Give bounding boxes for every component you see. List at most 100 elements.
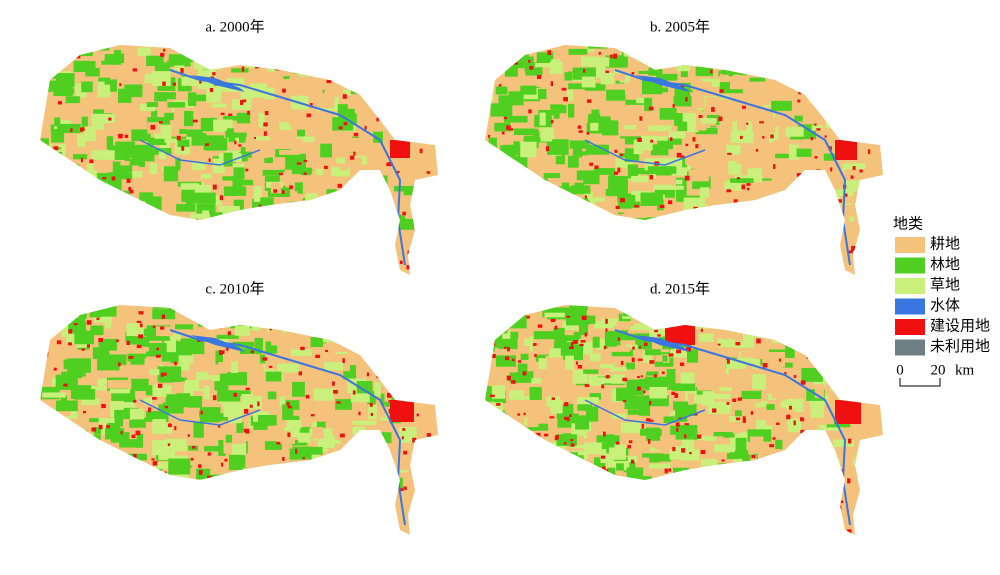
built-patch: [268, 365, 273, 368]
patch: [348, 186, 363, 195]
built-patch: [641, 423, 644, 429]
built-patch: [554, 510, 558, 516]
patch: [572, 455, 584, 471]
patch: [623, 125, 637, 130]
built-patch: [342, 260, 347, 266]
built-patch: [637, 376, 640, 379]
built-patch: [298, 371, 303, 376]
built-patch: [719, 89, 724, 93]
built-patch: [338, 126, 343, 130]
patch: [312, 347, 322, 358]
patch: [326, 454, 337, 467]
patch: [203, 135, 225, 151]
built-patch: [324, 165, 328, 170]
built-patch: [353, 132, 359, 137]
patch: [521, 313, 545, 320]
patch: [85, 447, 101, 461]
built-patch: [802, 484, 808, 489]
built-patch: [491, 415, 496, 419]
patch: [369, 318, 382, 327]
patch: [648, 68, 663, 76]
patch: [817, 205, 831, 215]
patch: [819, 48, 835, 54]
built-patch: [625, 533, 629, 535]
patch: [485, 96, 494, 102]
built-patch: [637, 137, 642, 142]
patch: [181, 76, 202, 86]
built-patch: [798, 481, 803, 486]
built-patch: [412, 437, 417, 443]
patch: [700, 219, 720, 226]
built-patch: [676, 152, 682, 158]
patch: [688, 393, 695, 405]
built-patch: [570, 438, 574, 442]
patch: [806, 345, 814, 359]
patch: [611, 347, 633, 357]
patch: [687, 349, 699, 363]
built-patch: [164, 471, 167, 477]
built-patch: [630, 459, 635, 464]
patch: [362, 80, 384, 85]
built-patch: [517, 413, 521, 416]
patch: [318, 347, 327, 353]
patch: [548, 473, 559, 482]
patch: [41, 45, 50, 48]
patch: [293, 409, 318, 416]
built-patch: [787, 504, 792, 509]
patch: [360, 129, 371, 142]
patch: [292, 446, 312, 460]
patch: [704, 53, 716, 59]
patch: [380, 312, 396, 326]
patch: [255, 312, 264, 318]
patch: [291, 191, 298, 197]
built-patch: [263, 131, 267, 136]
patch: [289, 202, 302, 219]
built-patch: [814, 123, 817, 126]
patch: [269, 205, 292, 213]
patch: [841, 384, 864, 393]
patch: [676, 62, 691, 72]
built-patch: [564, 416, 567, 420]
patch: [556, 434, 577, 446]
built-patch: [313, 467, 316, 470]
built-patch: [870, 321, 875, 325]
patch: [305, 211, 316, 219]
patch: [758, 69, 776, 76]
patch: [387, 444, 395, 460]
patch: [234, 317, 249, 322]
built-patch: [363, 61, 368, 66]
built-patch: [66, 308, 70, 314]
built-patch: [213, 301, 218, 304]
built-patch: [496, 403, 501, 406]
patch: [712, 211, 724, 220]
built-patch: [350, 155, 355, 160]
patch: [783, 188, 796, 200]
built-patch: [362, 243, 366, 247]
patch: [655, 73, 678, 81]
patch: [336, 157, 346, 164]
built-patch: [490, 332, 494, 336]
patch: [132, 417, 146, 428]
patch: [386, 343, 394, 352]
patch: [312, 426, 324, 439]
patch: [785, 343, 795, 359]
patch: [561, 182, 570, 188]
patch: [535, 349, 546, 362]
patch: [152, 309, 176, 320]
built-patch: [503, 522, 507, 525]
patch: [167, 102, 186, 108]
built-patch: [854, 40, 856, 42]
built-patch: [529, 65, 534, 70]
built-patch: [262, 498, 265, 501]
patch: [532, 131, 540, 141]
patch: [719, 415, 740, 427]
patch: [74, 388, 96, 400]
patch: [791, 208, 811, 221]
built-patch: [159, 326, 165, 330]
patch: [694, 53, 707, 64]
built-patch: [303, 172, 307, 175]
patch: [787, 418, 802, 433]
patch: [107, 379, 132, 389]
patch: [326, 189, 337, 196]
built-patch: [721, 459, 725, 462]
